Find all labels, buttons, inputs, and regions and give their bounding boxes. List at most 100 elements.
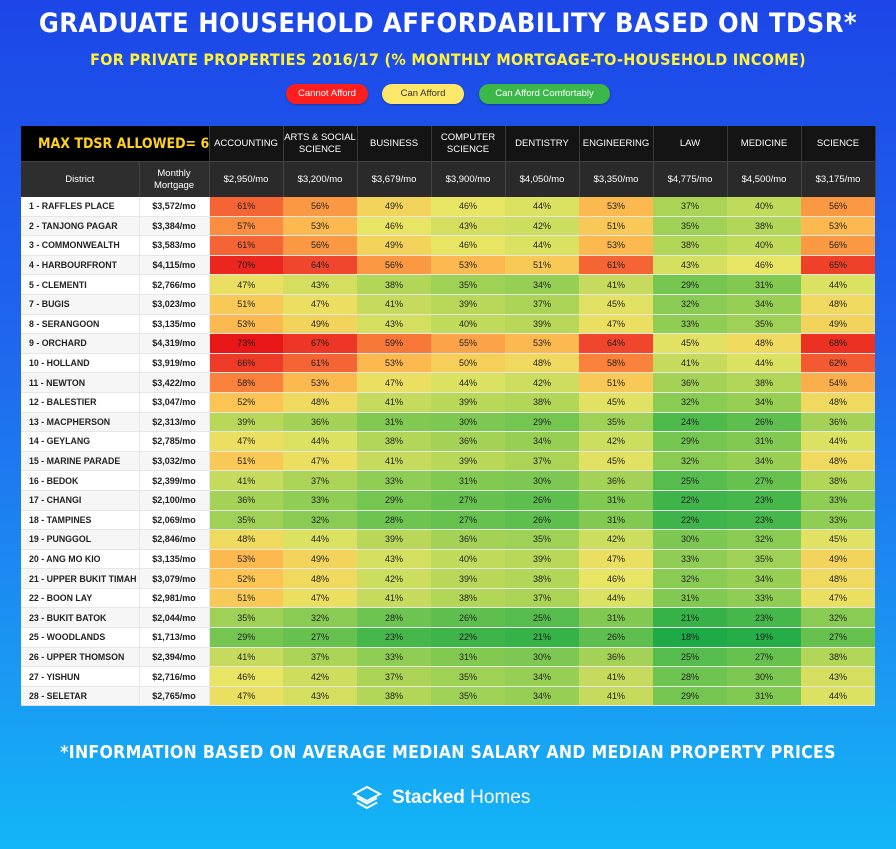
heatmap-cell: 58%: [209, 372, 284, 393]
heatmap-cell: 48%: [209, 529, 284, 550]
heatmap-cell: 64%: [579, 333, 654, 354]
heatmap-cell: 34%: [505, 686, 580, 707]
page-title: GRADUATE HOUSEHOLD AFFORDABILITY BASED O…: [38, 8, 858, 39]
heatmap-cell: 32%: [801, 607, 876, 629]
heatmap-cell: 56%: [801, 235, 876, 256]
heatmap-cell: 36%: [653, 372, 728, 393]
heatmap-cell: 42%: [579, 431, 654, 452]
heatmap-cell: 48%: [801, 392, 876, 413]
course-header: COMPUTER SCIENCE: [431, 126, 506, 162]
heatmap-cell: 56%: [801, 197, 876, 217]
heatmap-cell: 34%: [505, 666, 580, 687]
heatmap-cell: 30%: [431, 412, 506, 433]
heatmap-cell: 36%: [801, 412, 876, 433]
heatmap-cell: 27%: [727, 647, 802, 668]
table-row: 28 - SELETAR $2,765/mo 47% 43% 38% 35% 34% 41% 2…: [21, 686, 876, 707]
heatmap-cell: 23%: [357, 627, 432, 648]
heatmap-cell: 57%: [209, 216, 284, 237]
district-name: 1 - RAFFLES PLACE: [21, 197, 139, 217]
heatmap-cell: 49%: [357, 235, 432, 256]
legend-can-afford: Can Afford: [382, 84, 464, 104]
table-row: 4 - HARBOURFRONT $4,115/mo 70% 64% 56% 53% 51%…: [21, 255, 876, 276]
heatmap-cell: 41%: [653, 353, 728, 374]
heatmap-cell: 49%: [283, 549, 358, 570]
heatmap-cell: 32%: [283, 510, 358, 531]
table-row: 20 - ANG MO KIO $3,135/mo 53% 49% 43% 40% 39% 4…: [21, 549, 876, 570]
district-name: 4 - HARBOURFRONT: [21, 255, 139, 276]
heatmap-cell: 40%: [431, 314, 506, 335]
heatmap-cell: 33%: [727, 588, 802, 609]
stacked-layers-icon: [352, 785, 382, 810]
heatmap-cell: 56%: [357, 255, 432, 276]
heatmap-cell: 31%: [579, 490, 654, 511]
table-row: 22 - BOON LAY $2,981/mo 51% 47% 41% 38% 37% 44%…: [21, 588, 876, 609]
heatmap-cell: 23%: [727, 607, 802, 629]
heatmap-cell: 36%: [209, 490, 284, 511]
course-header-text: MEDICINE: [740, 137, 788, 149]
heatmap-cell: 47%: [579, 314, 654, 335]
heatmap-cell: 27%: [283, 627, 358, 648]
heatmap-cell: 31%: [727, 686, 802, 707]
heatmap-cell: 43%: [431, 216, 506, 237]
course-header: ARTS & SOCIAL SCIENCE: [283, 126, 358, 162]
heatmap-cell: 31%: [579, 607, 654, 629]
heatmap-cell: 45%: [653, 333, 728, 354]
monthly-mortgage: $4,319/mo: [138, 333, 210, 354]
district-column-header: District: [21, 161, 140, 197]
heatmap-cell: 47%: [209, 686, 284, 707]
heatmap-cell: 39%: [431, 392, 506, 413]
heatmap-cell: 43%: [357, 549, 432, 570]
heatmap-cell: 38%: [727, 372, 802, 393]
heatmap-cell: 44%: [283, 529, 358, 550]
monthly-mortgage: $2,766/mo: [138, 274, 210, 295]
heatmap-cell: 65%: [801, 255, 876, 276]
table-row: 23 - BUKIT BATOK $2,044/mo 35% 32% 28% 26% 25%…: [21, 607, 876, 629]
course-header-text: DENTISTRY: [515, 137, 569, 149]
heatmap-cell: 35%: [727, 549, 802, 570]
heatmap-cell: 37%: [283, 470, 358, 491]
district-name: 26 - UPPER THOMSON: [21, 647, 139, 668]
monthly-mortgage: $3,047/mo: [138, 392, 210, 413]
heatmap-cell: 41%: [579, 666, 654, 687]
legend-can-afford-comfortably: Can Afford Comfortably: [479, 84, 610, 104]
district-name: 13 - MACPHERSON: [21, 412, 139, 433]
legend: Cannot Afford Can Afford Can Afford Comf…: [0, 84, 896, 104]
heatmap-cell: 31%: [727, 431, 802, 452]
heatmap-cell: 21%: [653, 607, 728, 629]
heatmap-cell: 28%: [357, 607, 432, 629]
heatmap-cell: 39%: [357, 529, 432, 550]
district-name: 10 - HOLLAND: [21, 353, 139, 374]
heatmap-cell: 53%: [579, 197, 654, 217]
heatmap-cell: 31%: [579, 510, 654, 531]
heatmap-cell: 56%: [283, 197, 358, 217]
monthly-mortgage: $2,394/mo: [138, 647, 210, 668]
monthly-mortgage: $3,422/mo: [138, 372, 210, 393]
heatmap-cell: 61%: [209, 235, 284, 256]
heatmap-cell: 53%: [801, 216, 876, 237]
heatmap-cell: 70%: [209, 255, 284, 276]
heatmap-cell: 48%: [801, 568, 876, 589]
heatmap-cell: 22%: [431, 627, 506, 648]
heatmap-cell: 45%: [579, 294, 654, 315]
heatmap-cell: 32%: [653, 451, 728, 472]
heatmap-cell: 40%: [727, 235, 802, 256]
course-header-text: SCIENCE: [816, 137, 860, 149]
table-row: 15 - MARINE PARADE $3,032/mo 51% 47% 41% 39% 3…: [21, 451, 876, 472]
heatmap-cell: 49%: [801, 549, 876, 570]
heatmap-cell: 51%: [209, 588, 284, 609]
monthly-mortgage: $3,384/mo: [138, 216, 210, 237]
monthly-mortgage: $2,069/mo: [138, 510, 210, 531]
district-name: 5 - CLEMENTI: [21, 274, 139, 295]
heatmap-cell: 52%: [209, 392, 284, 413]
heatmap-cell: 36%: [579, 647, 654, 668]
course-header: DENTISTRY: [505, 126, 580, 162]
monthly-mortgage: $3,919/mo: [138, 353, 210, 374]
course-header-text: SCIENCE: [298, 143, 342, 155]
heatmap-cell: 53%: [579, 235, 654, 256]
heatmap-cell: 36%: [283, 412, 358, 433]
heatmap-cell: 61%: [283, 353, 358, 374]
mortgage-column-header: Monthly Mortgage: [139, 161, 210, 197]
heatmap-cell: 43%: [357, 314, 432, 335]
heatmap-cell: 53%: [505, 333, 580, 354]
heatmap-cell: 34%: [727, 451, 802, 472]
